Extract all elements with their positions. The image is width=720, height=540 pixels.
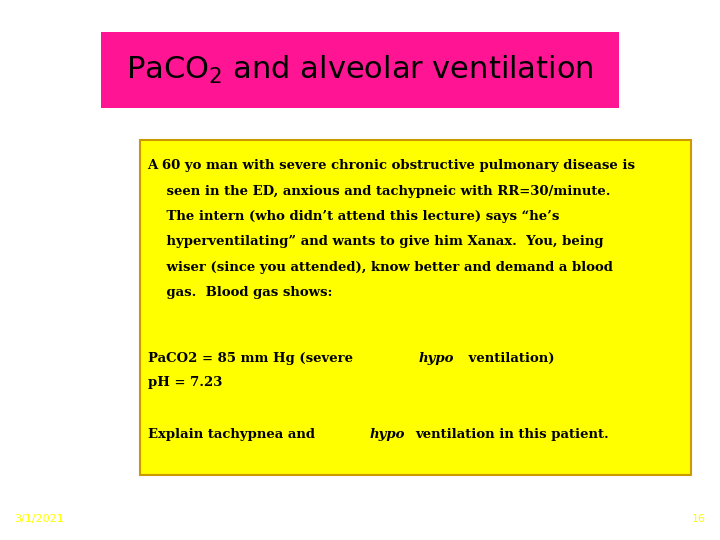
Text: The intern (who didn’t attend this lecture) says “he’s: The intern (who didn’t attend this lectu… [148,210,559,223]
Text: PaCO$_2$ and alveolar ventilation: PaCO$_2$ and alveolar ventilation [126,54,594,86]
Text: PaCO2 = 85 mm Hg (severe: PaCO2 = 85 mm Hg (severe [148,352,357,365]
Text: 3/1/2021: 3/1/2021 [14,514,64,524]
Text: hyperventilating” and wants to give him Xanax.  You, being: hyperventilating” and wants to give him … [148,235,603,248]
Text: hypo: hypo [418,352,454,365]
FancyBboxPatch shape [140,140,691,475]
Text: Explain tachypnea and: Explain tachypnea and [148,428,319,441]
Text: ventilation): ventilation) [464,352,554,365]
Text: pH = 7.23: pH = 7.23 [148,376,222,389]
Text: 16: 16 [692,514,706,524]
Text: hypo: hypo [369,428,405,441]
Text: A 60 yo man with severe chronic obstructive pulmonary disease is: A 60 yo man with severe chronic obstruct… [148,159,636,172]
Text: seen in the ED, anxious and tachypneic with RR=30/minute.: seen in the ED, anxious and tachypneic w… [148,185,610,198]
Text: gas.  Blood gas shows:: gas. Blood gas shows: [148,286,332,299]
Text: ventilation in this patient.: ventilation in this patient. [415,428,608,441]
Text: wiser (since you attended), know better and demand a blood: wiser (since you attended), know better … [148,261,613,274]
FancyBboxPatch shape [101,32,619,108]
